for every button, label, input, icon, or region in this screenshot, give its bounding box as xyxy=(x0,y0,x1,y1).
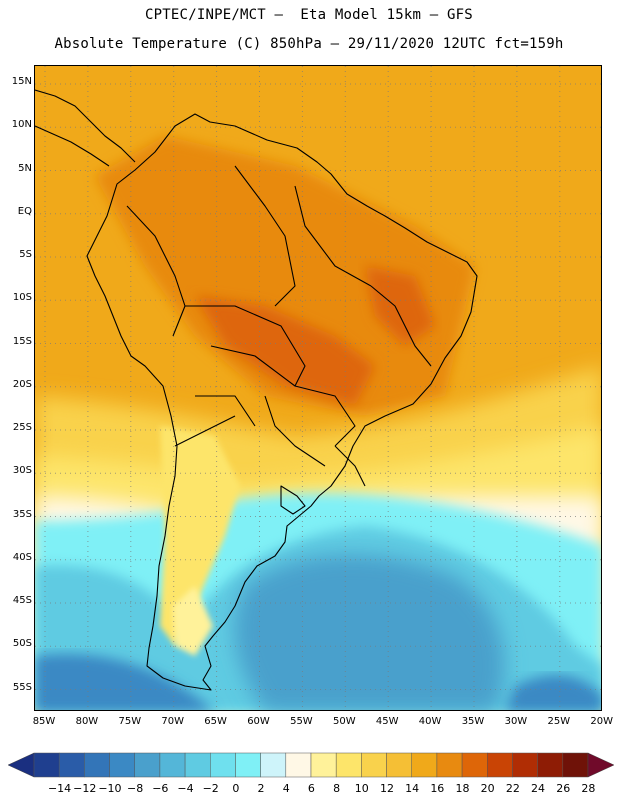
lat-label: 40S xyxy=(12,551,32,563)
colorbar-label: 8 xyxy=(333,782,341,795)
colorbar-label: 10 xyxy=(354,782,369,795)
colorbar-label: −4 xyxy=(177,782,194,795)
temperature-map xyxy=(34,65,602,711)
title-line-1: CPTEC/INPE/MCT – Eta Model 15km – GFS xyxy=(145,7,473,23)
colorbar-label: 22 xyxy=(505,782,520,795)
lon-label: 40W xyxy=(418,716,442,727)
colorbar-label: −14 xyxy=(47,782,72,795)
lon-label: 35W xyxy=(461,716,485,727)
lat-label: 55S xyxy=(12,681,32,693)
colorbar-label: 12 xyxy=(379,782,394,795)
colorbar-cell xyxy=(33,752,60,778)
colorbar-label: 16 xyxy=(430,782,445,795)
lat-label: 50S xyxy=(12,638,32,650)
colorbar-cell xyxy=(84,752,110,778)
colorbar-label: 28 xyxy=(581,782,596,795)
colorbar-cell xyxy=(335,752,362,778)
colorbar-cell xyxy=(58,752,85,778)
colorbar-cell xyxy=(461,752,488,778)
lat-label: 20S xyxy=(12,378,32,390)
colorbar-cell xyxy=(260,752,287,778)
colorbar-label: 4 xyxy=(282,782,290,795)
colorbar-cell xyxy=(109,752,135,778)
colorbar-cell xyxy=(512,752,538,778)
colorbar-label: 24 xyxy=(531,782,546,795)
lon-label: 75W xyxy=(118,716,142,727)
colorbar-cell xyxy=(562,752,589,778)
lat-label: 5S xyxy=(19,249,32,260)
lon-label: 70W xyxy=(161,716,184,727)
lat-label: 15N xyxy=(11,76,32,87)
lon-label: 65W xyxy=(204,716,227,727)
lat-label: 10N xyxy=(11,119,32,131)
colorbar-cell xyxy=(537,752,564,778)
colorbar-cell xyxy=(235,752,261,778)
colorbar-label: 2 xyxy=(257,782,265,795)
colorbar-cell xyxy=(310,752,337,778)
colorbar-label: 6 xyxy=(307,782,315,795)
lon-label: 55W xyxy=(290,716,313,727)
colorbar-cell xyxy=(436,752,463,778)
coastlines xyxy=(35,89,478,691)
colorbar-max-arrow xyxy=(587,752,615,778)
lat-label: 5N xyxy=(18,162,32,174)
colorbar-label: −8 xyxy=(127,782,144,795)
colorbar-cell xyxy=(285,752,312,778)
colorbar-label: −2 xyxy=(202,782,219,795)
colorbar-label: 20 xyxy=(480,782,495,795)
colorbar-cell xyxy=(134,752,161,778)
title-line-2: Absolute Temperature (C) 850hPa – 29/11/… xyxy=(54,36,564,52)
colorbar-label: −6 xyxy=(152,782,169,795)
colorbar-cell xyxy=(411,752,438,778)
lon-label: 85W xyxy=(32,716,56,727)
lon-label: 20W xyxy=(590,716,613,727)
lat-label: 45S xyxy=(12,595,32,606)
colorbar-label: −12 xyxy=(73,782,97,795)
lat-label: 30S xyxy=(12,465,32,477)
lat-label: 15S xyxy=(12,335,32,347)
lat-label: 25S xyxy=(12,422,32,433)
colorbar-label: 0 xyxy=(232,782,240,795)
colorbar-cell xyxy=(386,752,412,778)
colorbar-label: 18 xyxy=(455,782,470,795)
colorbar-label: 14 xyxy=(405,782,420,795)
lon-label: 50W xyxy=(332,716,356,727)
colorbar xyxy=(7,752,615,778)
lon-label: 60W xyxy=(247,716,270,727)
lon-label: 25W xyxy=(547,716,571,727)
colorbar-cell xyxy=(184,752,211,778)
colorbar-cell xyxy=(361,752,387,778)
lat-label: EQ xyxy=(17,205,32,217)
colorbar-min-arrow xyxy=(7,752,35,778)
colorbar-cell xyxy=(159,752,186,778)
lat-label: 10S xyxy=(12,292,32,304)
lon-label: 30W xyxy=(504,716,528,727)
colorbar-cell xyxy=(487,752,513,778)
colorbar-label: −10 xyxy=(98,782,122,795)
colorbar-cell xyxy=(210,752,236,778)
colorbar-label: 26 xyxy=(556,782,571,795)
lon-label: 80W xyxy=(75,716,99,727)
lat-label: 35S xyxy=(12,508,32,520)
lon-label: 45W xyxy=(375,716,399,727)
